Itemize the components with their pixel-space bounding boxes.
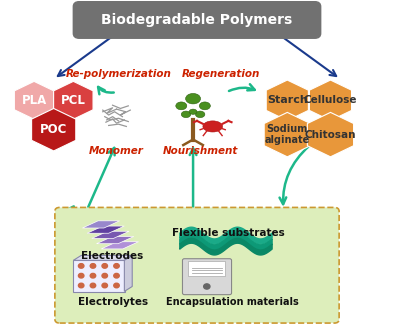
- Text: Flexible substrates: Flexible substrates: [172, 228, 285, 237]
- Circle shape: [78, 264, 84, 268]
- FancyBboxPatch shape: [72, 260, 125, 292]
- Text: Electrodes: Electrodes: [82, 251, 144, 261]
- Polygon shape: [87, 226, 125, 233]
- FancyBboxPatch shape: [73, 2, 321, 38]
- Text: Regeneration: Regeneration: [181, 69, 260, 79]
- Text: Chitosan: Chitosan: [305, 130, 356, 140]
- Text: Biodegradable Polymers: Biodegradable Polymers: [101, 13, 293, 27]
- Circle shape: [114, 283, 119, 288]
- Polygon shape: [54, 81, 93, 119]
- Circle shape: [90, 274, 96, 278]
- Circle shape: [114, 264, 119, 268]
- Ellipse shape: [199, 102, 210, 110]
- Text: Encapsulation materials: Encapsulation materials: [166, 297, 299, 307]
- Text: PLA: PLA: [21, 94, 47, 107]
- Polygon shape: [307, 113, 353, 157]
- Text: Starch: Starch: [267, 95, 308, 105]
- Circle shape: [90, 264, 96, 268]
- Ellipse shape: [195, 111, 205, 118]
- Text: PCL: PCL: [61, 94, 86, 107]
- Polygon shape: [73, 256, 132, 260]
- Text: Cellulose: Cellulose: [304, 95, 357, 105]
- Circle shape: [102, 264, 108, 268]
- Text: Re-polymerization: Re-polymerization: [65, 69, 171, 79]
- Circle shape: [114, 274, 119, 278]
- Ellipse shape: [203, 121, 223, 132]
- Ellipse shape: [186, 93, 201, 104]
- Polygon shape: [101, 242, 139, 249]
- Polygon shape: [125, 256, 132, 291]
- Text: Sodium
alginate: Sodium alginate: [265, 124, 310, 145]
- Polygon shape: [92, 231, 129, 238]
- Polygon shape: [97, 236, 134, 244]
- Ellipse shape: [176, 102, 187, 110]
- Circle shape: [102, 274, 108, 278]
- Ellipse shape: [181, 111, 191, 118]
- FancyBboxPatch shape: [55, 207, 339, 323]
- Circle shape: [78, 283, 84, 288]
- Ellipse shape: [189, 109, 197, 114]
- Text: POC: POC: [40, 123, 67, 136]
- Polygon shape: [32, 109, 76, 151]
- Text: Monomer: Monomer: [89, 146, 144, 156]
- Circle shape: [78, 274, 84, 278]
- Polygon shape: [309, 80, 351, 121]
- Polygon shape: [264, 113, 310, 157]
- FancyBboxPatch shape: [182, 259, 232, 295]
- Polygon shape: [82, 221, 120, 228]
- Circle shape: [204, 284, 210, 289]
- Text: Electrolytes: Electrolytes: [78, 297, 148, 307]
- Circle shape: [102, 283, 108, 288]
- Circle shape: [90, 283, 96, 288]
- Text: Nourishment: Nourishment: [163, 146, 239, 156]
- Polygon shape: [266, 80, 309, 121]
- FancyBboxPatch shape: [188, 261, 225, 276]
- Polygon shape: [14, 81, 54, 119]
